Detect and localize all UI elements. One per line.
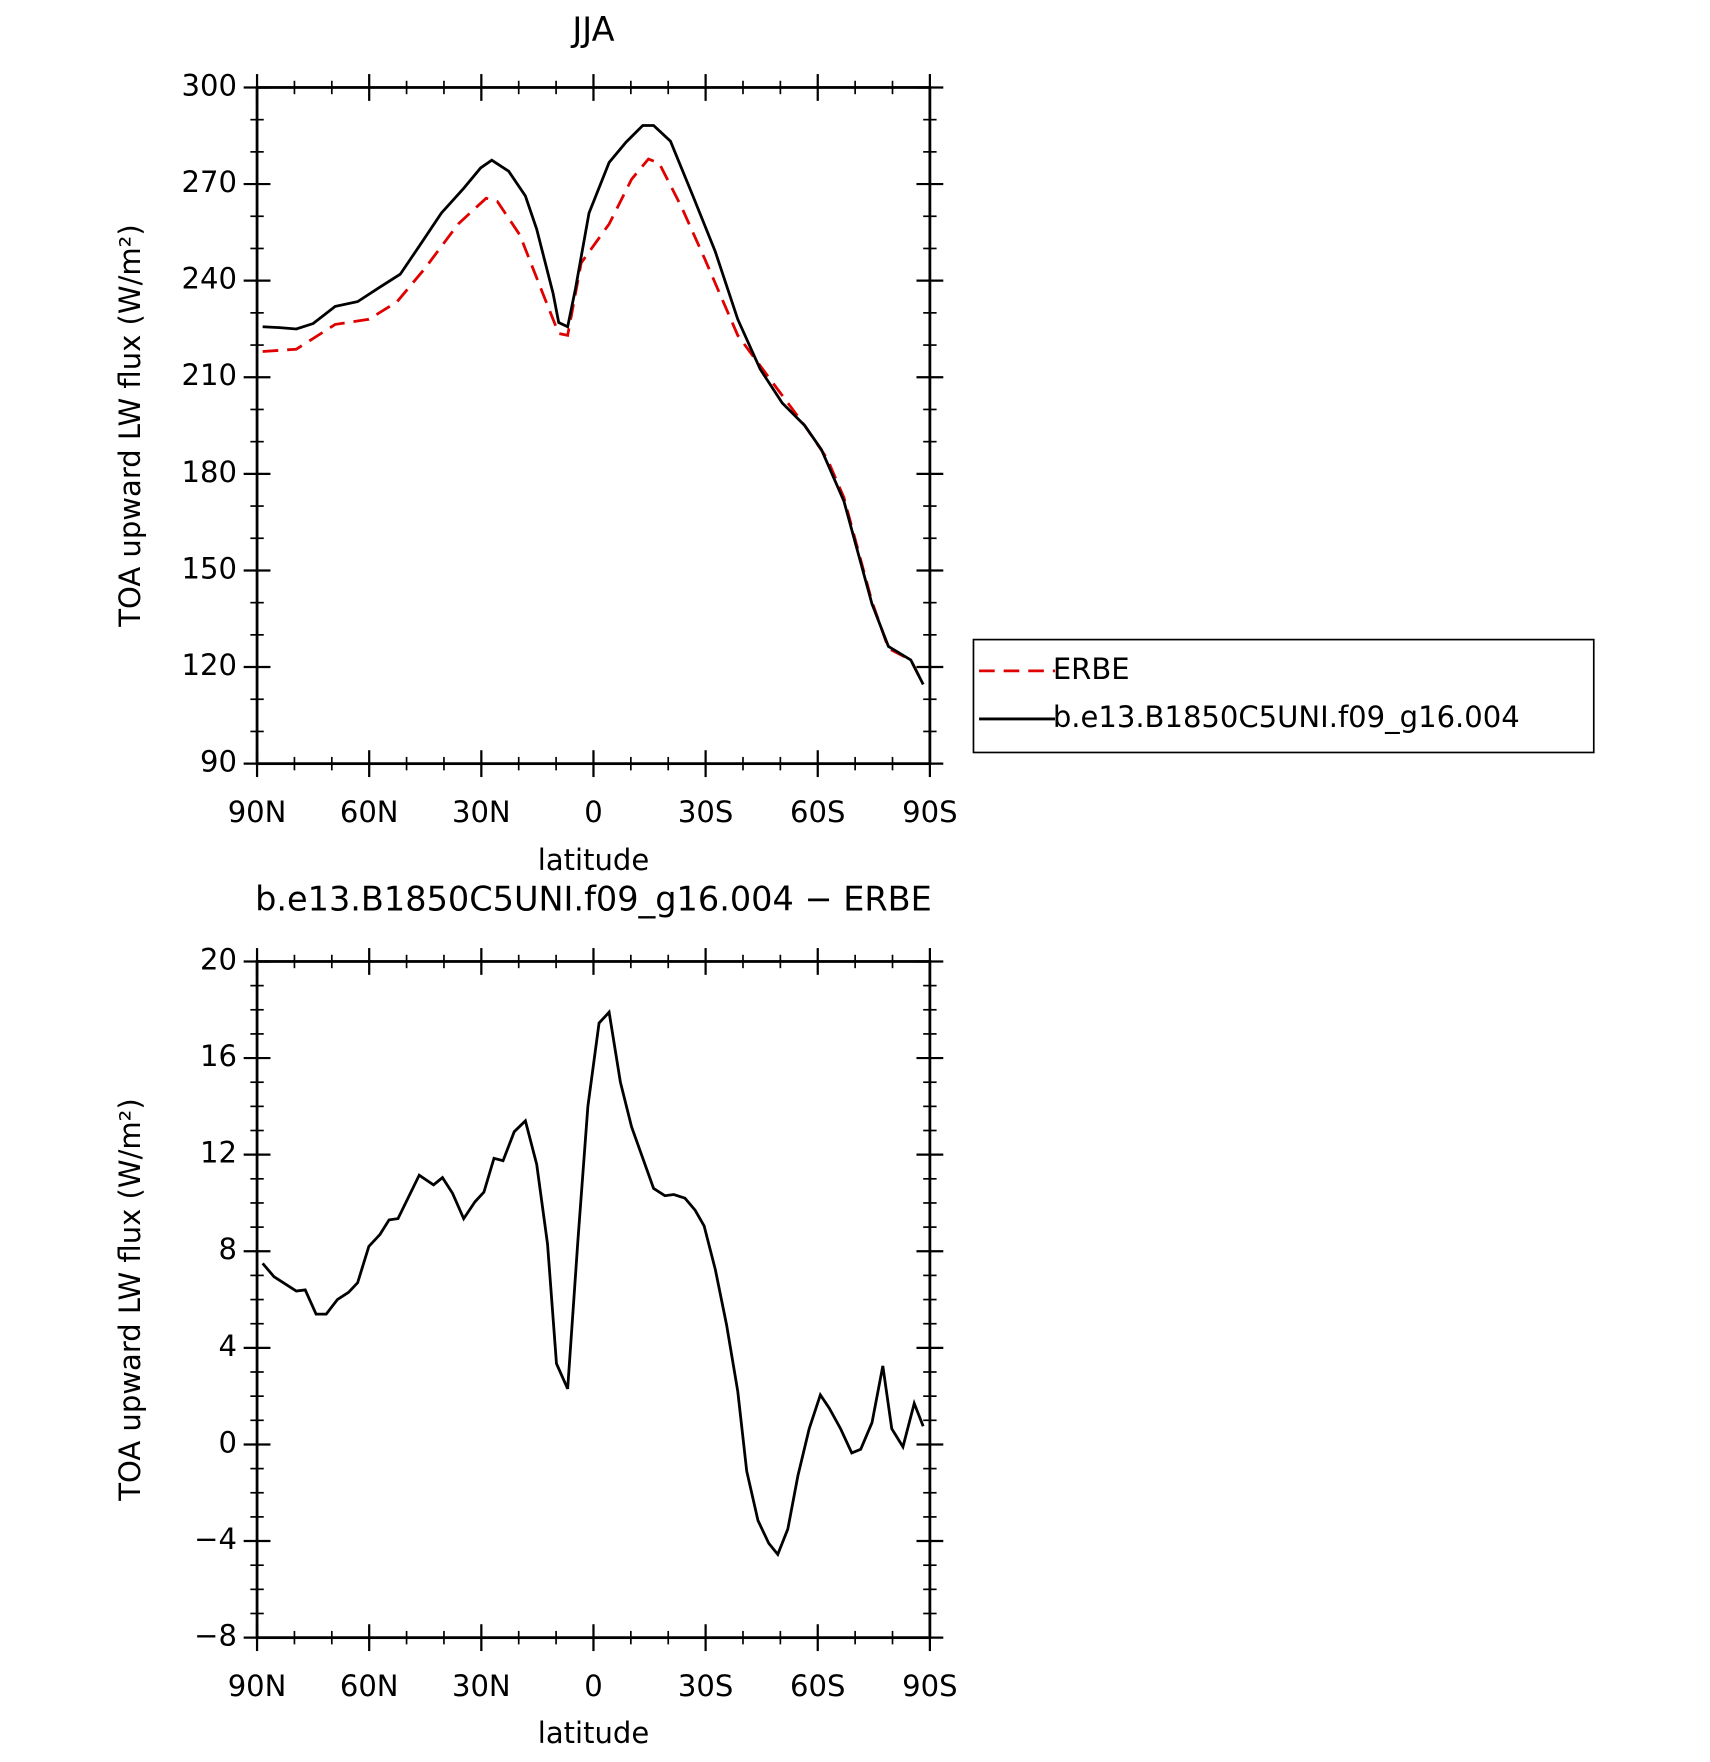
x-tick-label: 90S [902, 1669, 957, 1703]
chart-title: JJA [570, 10, 614, 49]
y-tick-label: 300 [181, 68, 236, 102]
legend-box [972, 638, 1595, 754]
y-tick-label: 270 [181, 165, 236, 199]
x-tick-label: 60N [340, 1669, 399, 1703]
y-tick-label: 12 [200, 1136, 237, 1170]
data-line [261, 1009, 925, 1558]
y-tick-label: 20 [200, 942, 237, 976]
x-tick-label: 30S [678, 1669, 733, 1703]
y-tick-label: 120 [181, 648, 236, 682]
y-tick-label: −4 [194, 1522, 237, 1556]
y-tick-label: −8 [194, 1619, 237, 1653]
x-axis-label: latitude [538, 843, 649, 877]
x-tick-label: 30N [452, 795, 511, 829]
x-tick-label: 60S [790, 1669, 845, 1703]
x-tick-label: 0 [584, 1669, 602, 1703]
data-line [262, 124, 925, 686]
legend-label: b.e13.B1850C5UNI.f09_g16.004 [1053, 700, 1520, 734]
y-axis-label: TOA upward LW flux (W/m²) [113, 224, 147, 627]
y-tick-label: 4 [218, 1329, 236, 1363]
y-tick-label: 210 [181, 358, 236, 392]
plot-frame [255, 86, 932, 766]
y-axis-label: TOA upward LW flux (W/m²) [113, 1098, 147, 1501]
y-tick-label: 90 [200, 745, 237, 779]
x-tick-label: 90S [902, 795, 957, 829]
y-tick-label: 180 [181, 455, 236, 489]
y-tick-label: 150 [181, 551, 236, 585]
x-tick-label: 90N [228, 1669, 287, 1703]
x-tick-label: 0 [584, 795, 602, 829]
legend-label: ERBE [1053, 652, 1130, 686]
x-tick-label: 30N [452, 1669, 511, 1703]
x-tick-label: 90N [228, 795, 287, 829]
y-tick-label: 16 [200, 1039, 237, 1073]
y-tick-label: 0 [218, 1425, 236, 1459]
y-tick-label: 240 [181, 262, 236, 296]
data-line [262, 157, 925, 686]
x-tick-label: 30S [678, 795, 733, 829]
y-tick-label: 8 [218, 1232, 236, 1266]
chart-title: b.e13.B1850C5UNI.f09_g16.004 − ERBE [255, 880, 932, 919]
x-tick-label: 60N [340, 795, 399, 829]
x-tick-label: 60S [790, 795, 845, 829]
x-axis-label: latitude [538, 1716, 649, 1750]
